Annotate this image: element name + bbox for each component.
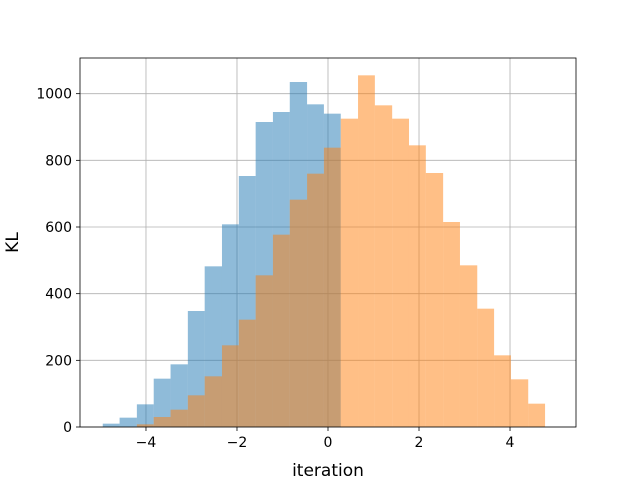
histogram-bar-series-2 (340, 118, 359, 428)
histogram-bar-series-2 (238, 319, 256, 427)
y-tick-label: 200 (45, 353, 72, 369)
x-tick-label: 4 (506, 435, 515, 451)
x-tick-label: 0 (324, 435, 333, 451)
histogram-bar-series-2 (510, 379, 529, 427)
histogram-bar-series-2 (289, 199, 308, 427)
x-tick-label: 2 (415, 435, 424, 451)
y-tick-label: 1000 (36, 87, 72, 103)
histogram-bar-series-2 (323, 147, 341, 427)
ticks-layer: −4 −2 0 2 4 0 200 400 600 800 1000 (36, 87, 514, 451)
histogram-bar-series-1 (136, 404, 154, 427)
histogram-bar-series-2 (307, 173, 324, 427)
histogram-bar-series-2 (136, 424, 154, 427)
histogram-bar-series-1 (102, 423, 120, 427)
histogram-bar-series-2 (443, 222, 460, 427)
histogram-bar-series-2 (153, 417, 171, 427)
y-tick-label: 400 (45, 287, 72, 303)
histogram-bar-series-2 (392, 118, 409, 428)
histogram-bar-series-2 (221, 345, 239, 427)
histogram-bar-series-2 (204, 376, 222, 427)
histogram-bar-series-1 (153, 378, 171, 427)
histogram-bar-series-2 (272, 234, 290, 427)
x-axis-label: iteration (292, 461, 364, 480)
x-tick-label: −2 (227, 435, 248, 451)
histogram-bar-series-2 (459, 265, 478, 427)
histogram-bar-series-2 (477, 308, 495, 427)
histogram-bar-series-2 (358, 75, 375, 427)
histogram-bar-series-2 (408, 145, 426, 428)
histogram-bar-series-2 (187, 395, 205, 427)
histogram-bar-series-2 (425, 173, 444, 427)
bars-layer (102, 75, 546, 428)
histogram-bar-series-2 (170, 409, 188, 427)
histogram-bar-series-2 (528, 403, 546, 427)
histogram-bar-series-1 (119, 417, 137, 427)
y-tick-label: 800 (45, 153, 72, 169)
x-tick-label: −4 (136, 435, 157, 451)
y-tick-label: 0 (63, 420, 72, 436)
y-tick-label: 600 (45, 220, 72, 236)
y-axis-label: KL (3, 232, 23, 253)
histogram-bar-series-2 (494, 355, 511, 427)
histogram-bar-series-2 (255, 275, 273, 427)
histogram-bar-series-2 (374, 105, 393, 427)
